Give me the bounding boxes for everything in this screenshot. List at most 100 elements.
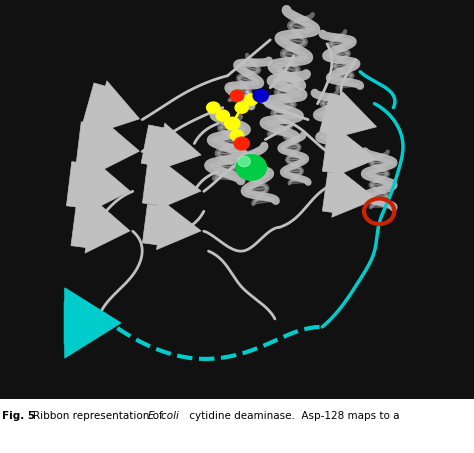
Polygon shape [265,121,290,127]
Polygon shape [248,153,256,157]
Polygon shape [365,173,388,177]
Polygon shape [247,173,270,179]
Polygon shape [334,71,349,75]
Polygon shape [248,58,265,63]
Polygon shape [249,169,266,173]
Polygon shape [230,90,248,96]
Polygon shape [284,57,303,62]
Polygon shape [241,63,258,68]
Polygon shape [373,165,390,168]
Polygon shape [324,105,341,108]
Polygon shape [283,171,302,174]
Polygon shape [330,75,353,80]
Polygon shape [239,158,262,164]
Circle shape [236,154,266,180]
Polygon shape [250,167,259,170]
Polygon shape [369,177,385,179]
Polygon shape [319,133,342,137]
Polygon shape [292,176,300,178]
Polygon shape [371,182,393,185]
Polygon shape [219,156,238,160]
Polygon shape [283,53,309,60]
Polygon shape [239,67,257,73]
Polygon shape [280,35,305,43]
Polygon shape [232,97,249,103]
Polygon shape [369,191,385,193]
Polygon shape [276,93,302,98]
Polygon shape [245,188,267,193]
Polygon shape [273,110,298,115]
Polygon shape [321,102,344,106]
Polygon shape [241,156,259,160]
Polygon shape [228,87,250,95]
Polygon shape [212,137,238,142]
Polygon shape [273,63,298,71]
Polygon shape [289,152,297,155]
Polygon shape [228,86,250,93]
Polygon shape [213,169,232,173]
Polygon shape [291,178,306,181]
Polygon shape [369,199,385,202]
Polygon shape [219,125,246,130]
Polygon shape [317,111,340,115]
Polygon shape [290,25,316,32]
Polygon shape [330,41,353,47]
Polygon shape [241,74,258,80]
Polygon shape [217,150,243,155]
Polygon shape [286,173,301,176]
Polygon shape [239,80,257,86]
Polygon shape [371,160,393,163]
Polygon shape [279,76,297,82]
Polygon shape [323,130,339,134]
Polygon shape [220,147,239,151]
Polygon shape [276,70,295,76]
Polygon shape [219,128,246,132]
Polygon shape [371,163,393,165]
Polygon shape [273,78,297,82]
Polygon shape [285,166,301,170]
Polygon shape [330,73,353,78]
Polygon shape [321,116,337,120]
Polygon shape [331,56,347,60]
Polygon shape [244,149,262,154]
Polygon shape [333,45,349,48]
Polygon shape [253,198,276,204]
Polygon shape [369,168,385,171]
Polygon shape [274,83,296,88]
Polygon shape [321,99,344,103]
Polygon shape [216,143,235,147]
Polygon shape [336,60,352,63]
Polygon shape [290,22,316,29]
Polygon shape [327,127,343,130]
Polygon shape [273,112,298,118]
Polygon shape [255,197,273,201]
Text: E. coli: E. coli [148,410,179,420]
Polygon shape [223,122,241,126]
Polygon shape [337,83,360,88]
Polygon shape [330,48,346,53]
Polygon shape [283,169,302,172]
Polygon shape [286,137,301,140]
Polygon shape [288,154,303,158]
Polygon shape [245,185,267,191]
Polygon shape [238,77,260,85]
Polygon shape [319,135,342,140]
Polygon shape [274,128,289,133]
Text: cytidine deaminase.  Asp-128 maps to a: cytidine deaminase. Asp-128 maps to a [186,410,399,420]
Circle shape [238,156,250,167]
Polygon shape [240,83,249,87]
Polygon shape [219,118,238,122]
Polygon shape [237,63,259,71]
Polygon shape [328,142,345,145]
Polygon shape [276,97,291,101]
Polygon shape [365,171,388,173]
Polygon shape [218,173,236,177]
Polygon shape [285,34,303,39]
Polygon shape [278,62,296,67]
Polygon shape [373,188,390,191]
Polygon shape [209,165,236,170]
Circle shape [245,94,258,105]
Polygon shape [374,157,389,160]
Circle shape [234,137,249,150]
Polygon shape [232,86,249,91]
